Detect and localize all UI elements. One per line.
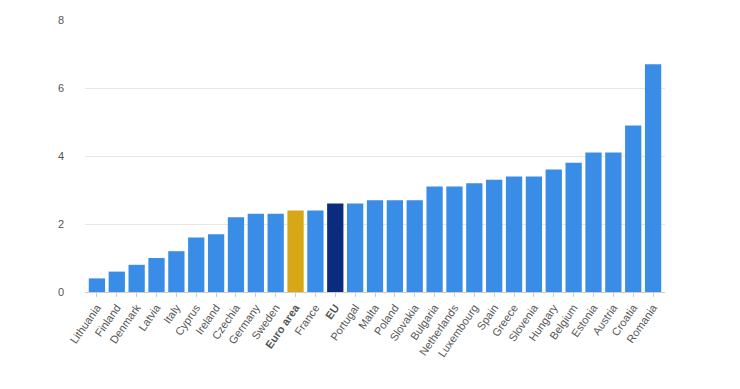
svg-text:Luxembourg: Luxembourg <box>436 302 481 359</box>
svg-text:Portugal: Portugal <box>328 302 361 342</box>
svg-text:Ireland: Ireland <box>193 302 222 336</box>
svg-text:4: 4 <box>58 150 64 162</box>
svg-text:Latvia: Latvia <box>136 301 163 333</box>
svg-text:Poland: Poland <box>372 302 401 337</box>
svg-text:Greece: Greece <box>490 302 521 338</box>
svg-text:Estonia: Estonia <box>569 301 600 339</box>
svg-text:France: France <box>292 302 321 337</box>
svg-text:0: 0 <box>58 286 64 298</box>
svg-text:Lithuania: Lithuania <box>68 301 104 345</box>
svg-text:Sweden: Sweden <box>249 302 282 341</box>
svg-text:Czechia: Czechia <box>209 301 242 341</box>
svg-text:Austria: Austria <box>590 301 620 337</box>
svg-text:Slovenia: Slovenia <box>506 301 541 343</box>
svg-text:Romania: Romania <box>624 301 660 345</box>
svg-text:Euro area: Euro area <box>263 301 302 350</box>
svg-text:Bulgaria: Bulgaria <box>408 301 441 342</box>
svg-text:Cyprus: Cyprus <box>173 302 203 338</box>
svg-text:Croatia: Croatia <box>609 301 640 338</box>
svg-text:Denmark: Denmark <box>107 302 143 346</box>
svg-text:Spain: Spain <box>474 302 500 332</box>
svg-text:6: 6 <box>58 82 64 94</box>
svg-text:EU: EU <box>323 302 342 321</box>
svg-text:Netherlands: Netherlands <box>417 302 461 358</box>
svg-text:Belgium: Belgium <box>547 302 580 341</box>
svg-text:Germany: Germany <box>226 302 262 346</box>
svg-text:Finland: Finland <box>92 302 123 338</box>
svg-text:Italy: Italy <box>161 302 183 326</box>
svg-text:Malta: Malta <box>356 301 382 331</box>
svg-text:Hungary: Hungary <box>526 302 560 343</box>
svg-text:Slovakia: Slovakia <box>387 301 421 343</box>
svg-text:8: 8 <box>58 14 64 26</box>
svg-text:2: 2 <box>58 218 64 230</box>
